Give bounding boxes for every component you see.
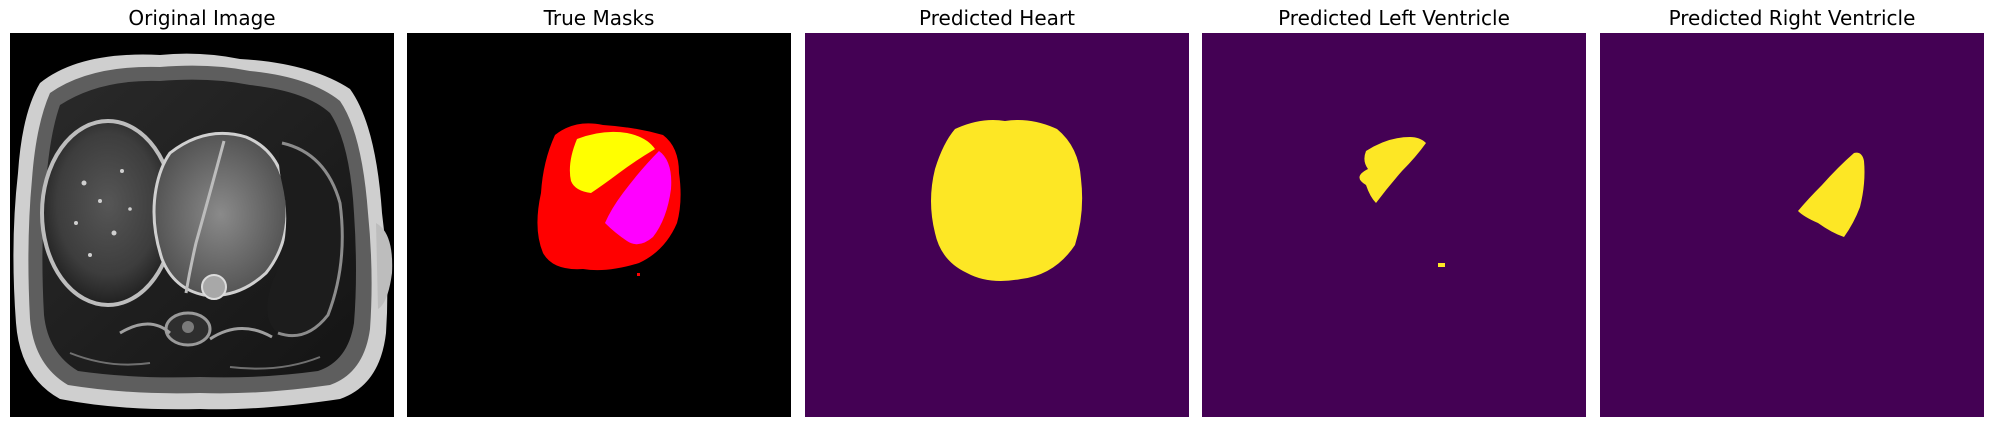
panel-predicted-left-ventricle: Predicted Left Ventricle [1202,0,1586,425]
panel-title: Predicted Right Ventricle [1668,6,1916,30]
prediction-background [1202,33,1586,417]
predicted-heart-image [805,33,1189,417]
panel-title: Predicted Left Ventricle [1278,6,1510,30]
true-mask-image [407,33,791,417]
panel-title: Original Image [128,6,276,30]
panel-title: Predicted Heart [919,6,1075,30]
predicted-left-ventricle-image [1202,33,1586,417]
panel-title: True Masks [543,6,655,30]
left-ventricle-mask [569,131,655,193]
predicted-heart-mask [931,120,1083,281]
predicted-left-ventricle-mask [1359,137,1426,203]
panel-true-masks: True Masks [407,0,791,425]
panel-original-image: Original Image [10,0,394,425]
prediction-background [1600,33,1984,417]
mri-image [10,33,394,417]
panel-predicted-right-ventricle: Predicted Right Ventricle [1600,0,1984,425]
predicted-right-ventricle-image [1600,33,1984,417]
panel-predicted-heart: Predicted Heart [805,0,1189,425]
right-ventricle-mask [605,151,672,245]
predicted-right-ventricle-mask [1798,152,1865,237]
